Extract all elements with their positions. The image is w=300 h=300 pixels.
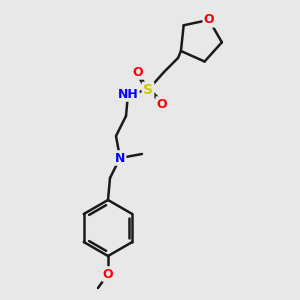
Text: O: O — [157, 98, 167, 110]
Text: O: O — [103, 268, 113, 281]
Text: O: O — [204, 14, 214, 26]
Text: NH: NH — [118, 88, 138, 100]
Text: O: O — [133, 65, 143, 79]
Text: N: N — [115, 152, 125, 164]
Text: S: S — [143, 83, 153, 97]
